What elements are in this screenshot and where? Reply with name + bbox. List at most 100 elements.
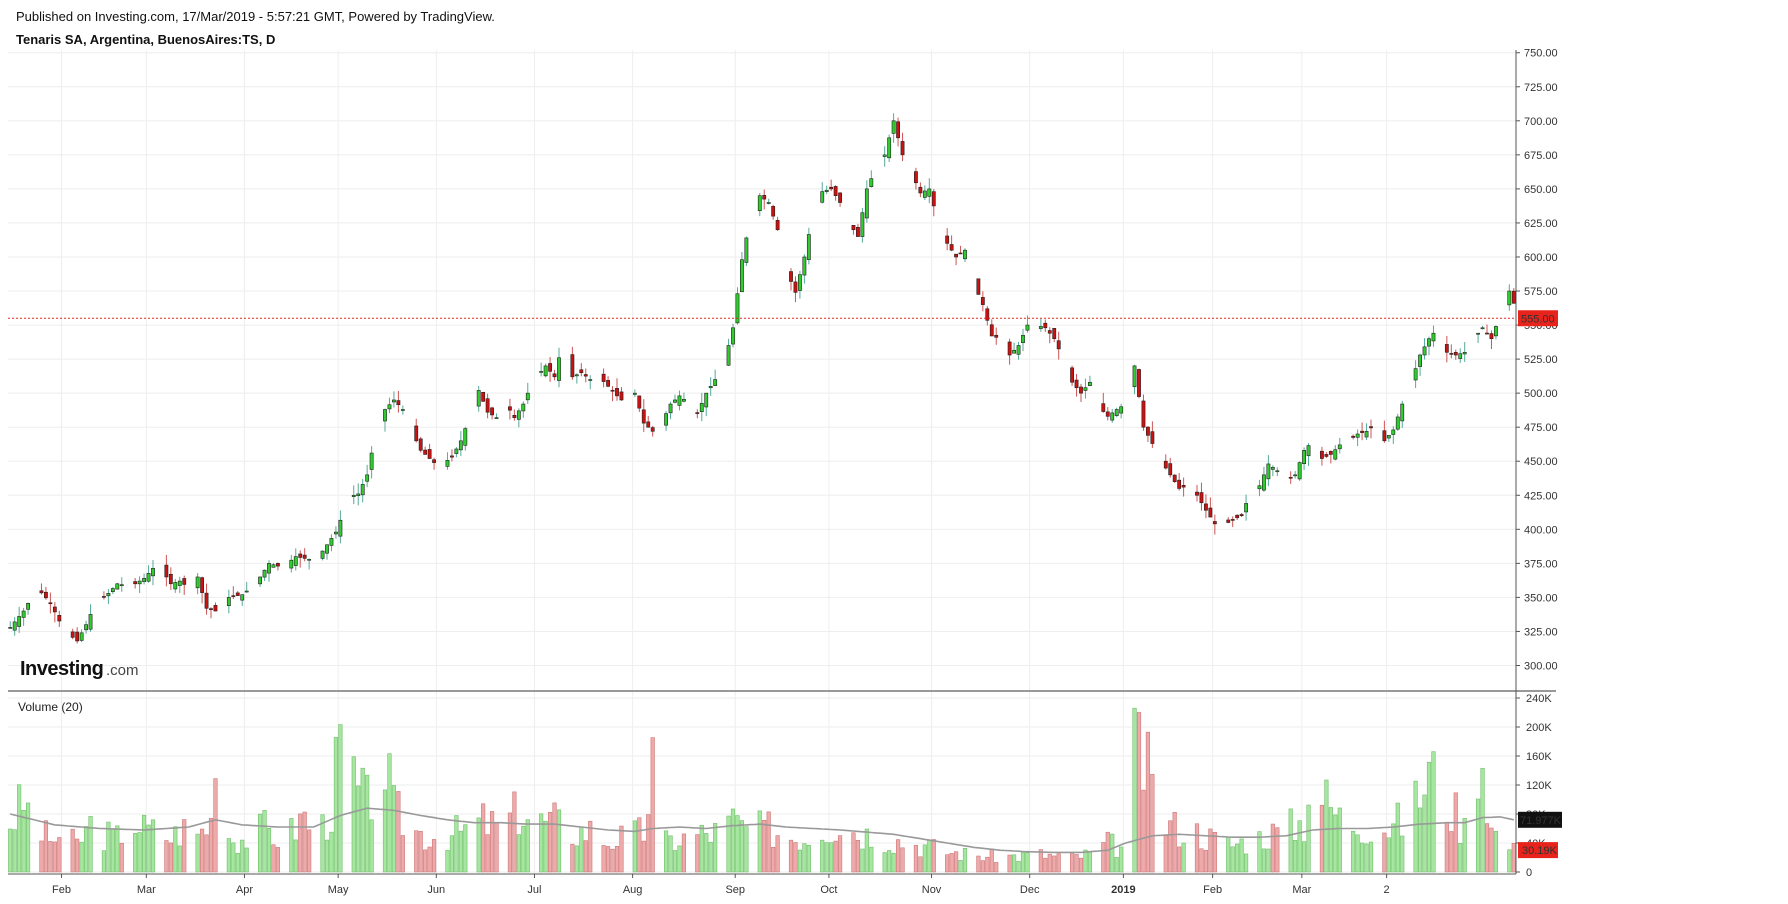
volume-bar: [12, 829, 17, 873]
volume-bar: [70, 828, 75, 873]
volume-bar: [837, 835, 843, 873]
candle-body: [8, 627, 13, 629]
volume-bar: [980, 860, 985, 873]
volume-bar: [199, 828, 205, 873]
volume-bar: [25, 802, 31, 873]
candle-body: [557, 357, 561, 381]
candle-body: [820, 191, 825, 203]
candle-body: [476, 390, 481, 407]
volume-bar: [235, 853, 240, 873]
volume-bar: [989, 848, 994, 873]
volume-bar: [324, 839, 330, 873]
candle-body: [668, 403, 673, 414]
volume-bar: [208, 818, 214, 873]
candle-body: [17, 616, 22, 627]
candle-body: [423, 449, 428, 455]
price-tick-label: 425.00: [1524, 490, 1558, 502]
volume-bar: [1453, 792, 1458, 873]
candle-body: [84, 624, 88, 631]
candle-body: [1431, 332, 1436, 342]
volume-bar: [793, 842, 798, 873]
candle-body: [213, 605, 218, 612]
volume-bar: [1136, 712, 1142, 873]
candle-body: [869, 178, 874, 188]
volume-bar: [1426, 761, 1432, 873]
volume-bar: [757, 810, 762, 873]
volume-bar: [516, 834, 521, 873]
volume-bar: [1319, 804, 1325, 873]
time-tick-label: Dec: [1020, 884, 1040, 896]
candle-body: [106, 593, 111, 597]
volume-bar: [1484, 823, 1490, 873]
volume-bar: [293, 839, 298, 873]
candle-body: [1114, 409, 1119, 416]
candle-body: [195, 576, 200, 589]
candle-body: [302, 554, 307, 559]
candle-body: [1337, 444, 1342, 450]
volume-bar: [106, 821, 111, 873]
candle-body: [146, 573, 151, 582]
volume-bar: [891, 852, 896, 873]
candle-body: [1364, 430, 1369, 438]
volume-bar: [552, 802, 557, 873]
candle-body: [949, 244, 954, 251]
volume-bar: [744, 826, 749, 873]
candle-body: [276, 563, 280, 567]
volume-bar: [1301, 841, 1307, 873]
volume-tick-label: 0: [1526, 867, 1532, 879]
candle-body: [235, 592, 240, 596]
candle-body: [485, 398, 490, 413]
volume-bar: [1177, 846, 1182, 873]
volume-bar: [1235, 843, 1240, 873]
volume-bar: [619, 825, 624, 873]
candle-body: [1444, 344, 1449, 353]
price-tick-label: 600.00: [1524, 252, 1558, 264]
volume-bar: [713, 823, 718, 873]
candle-body: [802, 256, 807, 276]
volume-bar: [387, 753, 392, 873]
candle-body: [226, 597, 231, 607]
candle-body: [1101, 403, 1106, 412]
candle-body: [1400, 403, 1405, 422]
volume-bar: [391, 785, 397, 873]
candle-body: [793, 281, 798, 293]
volume-bar: [632, 820, 637, 873]
volume-bar: [887, 850, 892, 873]
candle-body: [1360, 430, 1364, 433]
volume-bar: [226, 838, 231, 873]
candle-body: [735, 293, 740, 324]
candle-body: [1079, 386, 1083, 394]
volume-bar: [1382, 832, 1387, 873]
volume-bar: [382, 789, 388, 873]
candle-body: [21, 610, 26, 618]
volume-bar: [699, 824, 704, 873]
volume-bar: [431, 839, 437, 873]
published-text: Published on Investing.com, 17/Mar/2019 …: [16, 9, 495, 24]
candle-body: [1395, 416, 1400, 430]
candle-body: [891, 120, 896, 134]
candle-body: [396, 400, 401, 406]
candle-body: [133, 581, 138, 585]
volume-bar: [333, 737, 339, 873]
candle-body: [1494, 326, 1498, 337]
candle-body: [1070, 367, 1074, 383]
candle-body: [110, 588, 115, 592]
volume-bar: [695, 834, 700, 873]
volume-bar: [1297, 820, 1302, 873]
candle-body: [365, 474, 370, 482]
candle-body: [699, 403, 704, 413]
volume-bar: [356, 785, 361, 873]
volume-bar: [1016, 861, 1021, 873]
volume-bar: [48, 841, 53, 873]
volume-bar: [150, 819, 156, 873]
candle-body: [963, 249, 967, 260]
candle-body: [1485, 332, 1489, 335]
symbol-title: Tenaris SA, Argentina, BuenosAires:TS, D: [16, 32, 276, 47]
volume-bar: [1359, 842, 1365, 873]
candle-body: [1391, 429, 1396, 435]
volume-bar: [463, 824, 468, 873]
volume-bar: [1230, 846, 1235, 873]
volume-bar: [1052, 855, 1057, 873]
candle-body: [1052, 328, 1057, 339]
